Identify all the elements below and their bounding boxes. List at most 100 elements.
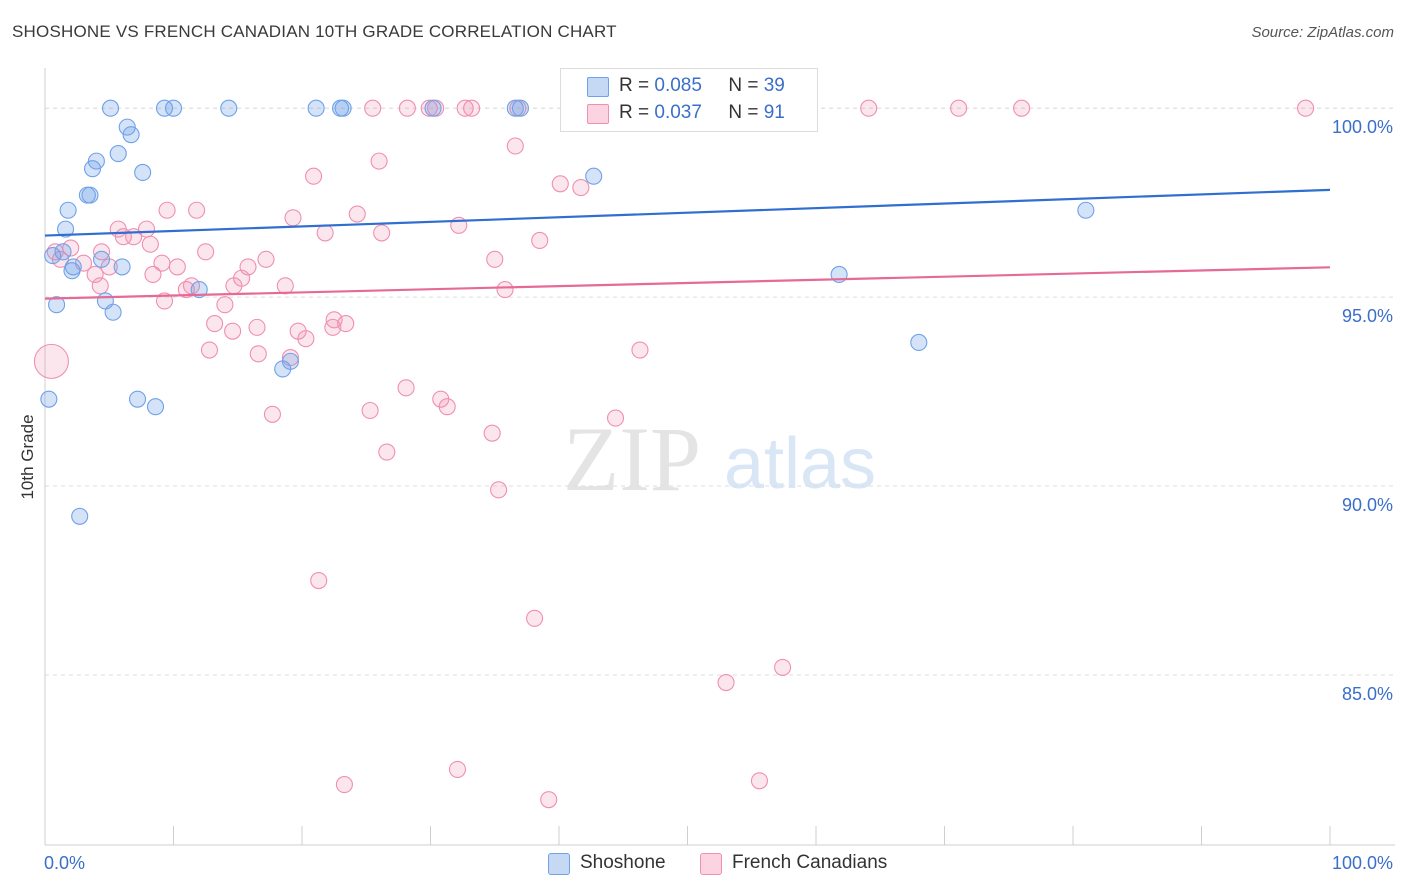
french-canadians-point xyxy=(860,99,878,117)
french-canadians-point xyxy=(216,296,234,314)
shoshone-point xyxy=(506,99,524,117)
source-label: Source: ZipAtlas.com xyxy=(1251,24,1394,41)
french-canadians-point xyxy=(305,167,323,185)
french-canadians-point xyxy=(197,243,215,261)
french-canadians-point xyxy=(506,137,524,155)
french-canadians-point xyxy=(348,205,366,223)
french-canadians-point xyxy=(206,315,224,333)
french-canadians-point xyxy=(91,277,109,295)
shoshone-point xyxy=(155,99,174,117)
shoshone-point xyxy=(63,262,81,280)
shoshone-point xyxy=(113,258,131,276)
french-canadians-point xyxy=(397,379,415,397)
bottom-legend-label: French Canadians xyxy=(732,852,888,873)
french-canadians-point xyxy=(316,224,334,242)
trend-lines xyxy=(44,188,1331,300)
chart-title: SHOSHONE VS FRENCH CANADIAN 10TH GRADE C… xyxy=(12,22,617,41)
shoshone-point xyxy=(134,163,152,182)
french-canadians-point xyxy=(606,409,625,427)
legend-r-label: R = xyxy=(619,75,650,96)
french-canadians-trend-line xyxy=(44,266,1331,300)
shoshone-point xyxy=(101,99,120,117)
shoshone-point xyxy=(54,243,72,261)
shoshone-point xyxy=(122,126,140,144)
shoshone-point xyxy=(109,145,127,163)
legend-n-label: N = xyxy=(728,102,759,123)
bottom-legend-swatch-shoshone xyxy=(548,853,570,875)
french-canadians-point xyxy=(1013,99,1031,117)
legend-n-label: N = xyxy=(728,75,759,96)
french-canadians-point xyxy=(249,345,267,363)
shoshone-point xyxy=(40,390,58,408)
bottom-legend-label: Shoshone xyxy=(580,852,666,873)
french-canadians-point xyxy=(531,231,549,250)
french-canadians-point xyxy=(540,791,558,809)
shoshone-point xyxy=(334,99,352,117)
french-canadians-point xyxy=(263,405,281,423)
y-axis-title: 10th Grade xyxy=(18,414,37,499)
french-canadians-point xyxy=(631,341,649,359)
shoshone-point xyxy=(220,99,238,117)
legend-n-value: 91 xyxy=(763,102,785,123)
shoshone-point xyxy=(57,220,75,238)
y-tick-label: 100.0% xyxy=(1332,117,1393,137)
french-canadians-point xyxy=(125,228,143,246)
french-canadians-point xyxy=(463,99,481,117)
shoshone-point xyxy=(424,99,442,117)
axes xyxy=(44,68,1395,846)
french-canadians-point xyxy=(1297,99,1315,117)
french-canadians-point xyxy=(950,99,968,117)
french-canadians-point xyxy=(224,322,242,340)
shoshone-point xyxy=(146,398,165,416)
y-tick-label: 95.0% xyxy=(1342,306,1393,326)
shoshone-point xyxy=(128,390,147,408)
french-canadians-point xyxy=(490,481,508,499)
french-canadians-point xyxy=(774,658,792,676)
french-canadians-point xyxy=(750,772,769,790)
french-canadians-point xyxy=(551,175,569,193)
french-canadians-point xyxy=(370,152,388,170)
shoshone-point xyxy=(190,281,208,299)
french-canadians-point xyxy=(144,265,162,284)
french-canadians-point xyxy=(483,424,501,442)
shoshone-point xyxy=(511,99,530,117)
shoshone-point xyxy=(164,99,183,117)
y-tick-label: 85.0% xyxy=(1342,684,1393,704)
grid xyxy=(45,107,1395,676)
shoshone-point xyxy=(307,99,325,117)
french-canadians-point xyxy=(324,318,342,336)
french-canadians-point xyxy=(496,281,514,299)
french-canadians-point xyxy=(364,99,382,117)
axis-labels: 85.0% 90.0% 95.0% 100.0% 0.0% 100.0% 10th Grad… xyxy=(18,117,1393,873)
legend-n-value: 39 xyxy=(763,75,785,96)
stats-legend: R = 0.085 N = 39 R = 0.037 N = 91 xyxy=(560,68,818,132)
french-canadians-point xyxy=(276,277,294,295)
french-canadians-point xyxy=(448,760,467,778)
shoshone-point xyxy=(83,160,102,178)
french-canadians-point xyxy=(225,277,243,295)
french-canadians-point xyxy=(361,401,379,420)
french-canadians-point xyxy=(438,398,456,416)
legend-swatch-french-canadians xyxy=(587,104,609,124)
french-canadians-point xyxy=(168,258,186,276)
french-canadians-point xyxy=(141,235,159,253)
y-tick-label: 90.0% xyxy=(1342,495,1393,515)
shoshone-point xyxy=(910,333,928,352)
shoshone-point xyxy=(104,303,122,321)
french-canadians-point xyxy=(257,250,275,268)
shoshone-point xyxy=(48,296,66,314)
watermark-atlas: atlas xyxy=(724,424,876,504)
french-canadians-point xyxy=(182,277,201,295)
data-points xyxy=(33,99,1315,809)
french-canadians-point xyxy=(188,201,206,219)
shoshone-point xyxy=(59,201,77,219)
french-canadians-point xyxy=(33,343,69,379)
french-canadians-point xyxy=(335,775,353,794)
french-canadians-point xyxy=(284,209,302,227)
shoshone-trend-line xyxy=(44,188,1331,237)
french-canadians-point xyxy=(572,179,590,197)
french-canadians-point xyxy=(526,609,544,627)
french-canadians-point xyxy=(486,250,504,268)
legend-swatch-shoshone xyxy=(587,77,609,97)
